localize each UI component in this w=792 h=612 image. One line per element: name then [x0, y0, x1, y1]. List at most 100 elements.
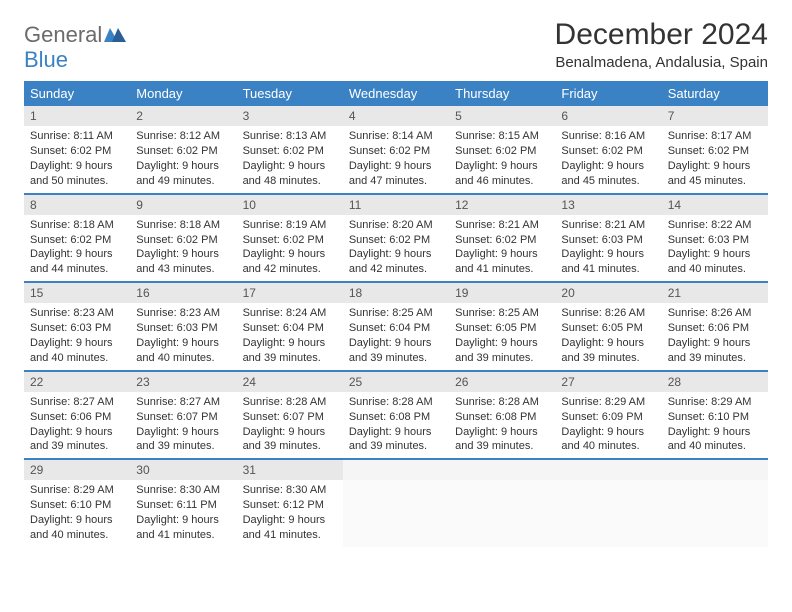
day-body: Sunrise: 8:28 AMSunset: 6:07 PMDaylight:… — [237, 392, 343, 458]
day-body: Sunrise: 8:28 AMSunset: 6:08 PMDaylight:… — [343, 392, 449, 458]
daylight-text-1: Daylight: 9 hours — [455, 247, 549, 262]
daylight-text-2: and 44 minutes. — [30, 262, 124, 277]
day-cell: 26Sunrise: 8:28 AMSunset: 6:08 PMDayligh… — [449, 372, 555, 459]
sunset-text: Sunset: 6:02 PM — [561, 144, 655, 159]
day-number — [449, 460, 555, 480]
title-block: December 2024 Benalmadena, Andalusia, Sp… — [555, 18, 768, 71]
day-number: 8 — [24, 195, 130, 215]
day-number: 5 — [449, 106, 555, 126]
day-body: Sunrise: 8:27 AMSunset: 6:07 PMDaylight:… — [130, 392, 236, 458]
day-body: Sunrise: 8:20 AMSunset: 6:02 PMDaylight:… — [343, 215, 449, 281]
daylight-text-2: and 45 minutes. — [668, 174, 762, 189]
sunset-text: Sunset: 6:08 PM — [349, 410, 443, 425]
day-cell: 9Sunrise: 8:18 AMSunset: 6:02 PMDaylight… — [130, 195, 236, 282]
daylight-text-1: Daylight: 9 hours — [349, 247, 443, 262]
day-cell: 17Sunrise: 8:24 AMSunset: 6:04 PMDayligh… — [237, 283, 343, 370]
day-body: Sunrise: 8:18 AMSunset: 6:02 PMDaylight:… — [130, 215, 236, 281]
day-header-wednesday: Wednesday — [343, 81, 449, 106]
daylight-text-2: and 41 minutes. — [455, 262, 549, 277]
day-body: Sunrise: 8:25 AMSunset: 6:05 PMDaylight:… — [449, 303, 555, 369]
daylight-text-1: Daylight: 9 hours — [349, 425, 443, 440]
day-body: Sunrise: 8:21 AMSunset: 6:02 PMDaylight:… — [449, 215, 555, 281]
daylight-text-2: and 39 minutes. — [455, 439, 549, 454]
day-body: Sunrise: 8:30 AMSunset: 6:12 PMDaylight:… — [237, 480, 343, 546]
day-cell: 8Sunrise: 8:18 AMSunset: 6:02 PMDaylight… — [24, 195, 130, 282]
day-cell: 22Sunrise: 8:27 AMSunset: 6:06 PMDayligh… — [24, 372, 130, 459]
day-cell: 11Sunrise: 8:20 AMSunset: 6:02 PMDayligh… — [343, 195, 449, 282]
sunset-text: Sunset: 6:07 PM — [136, 410, 230, 425]
daylight-text-2: and 39 minutes. — [30, 439, 124, 454]
sunrise-text: Sunrise: 8:27 AM — [136, 395, 230, 410]
daylight-text-1: Daylight: 9 hours — [136, 425, 230, 440]
day-number: 10 — [237, 195, 343, 215]
daylight-text-1: Daylight: 9 hours — [349, 159, 443, 174]
day-number: 22 — [24, 372, 130, 392]
day-cell: 7Sunrise: 8:17 AMSunset: 6:02 PMDaylight… — [662, 106, 768, 193]
day-header-sunday: Sunday — [24, 81, 130, 106]
month-title: December 2024 — [555, 18, 768, 52]
sunrise-text: Sunrise: 8:23 AM — [136, 306, 230, 321]
day-body: Sunrise: 8:18 AMSunset: 6:02 PMDaylight:… — [24, 215, 130, 281]
logo: General Blue — [24, 18, 126, 73]
daylight-text-1: Daylight: 9 hours — [30, 513, 124, 528]
daylight-text-2: and 39 minutes. — [455, 351, 549, 366]
day-body: Sunrise: 8:14 AMSunset: 6:02 PMDaylight:… — [343, 126, 449, 192]
day-number: 25 — [343, 372, 449, 392]
day-number — [662, 460, 768, 480]
sunrise-text: Sunrise: 8:29 AM — [668, 395, 762, 410]
daylight-text-1: Daylight: 9 hours — [243, 159, 337, 174]
day-cell: 20Sunrise: 8:26 AMSunset: 6:05 PMDayligh… — [555, 283, 661, 370]
header: General Blue December 2024 Benalmadena, … — [24, 18, 768, 73]
daylight-text-2: and 39 minutes. — [243, 439, 337, 454]
day-cell: 3Sunrise: 8:13 AMSunset: 6:02 PMDaylight… — [237, 106, 343, 193]
sunset-text: Sunset: 6:02 PM — [455, 144, 549, 159]
sunrise-text: Sunrise: 8:11 AM — [30, 129, 124, 144]
day-number: 15 — [24, 283, 130, 303]
day-cell: 23Sunrise: 8:27 AMSunset: 6:07 PMDayligh… — [130, 372, 236, 459]
calendar: SundayMondayTuesdayWednesdayThursdayFrid… — [24, 81, 768, 547]
day-number: 17 — [237, 283, 343, 303]
sunrise-text: Sunrise: 8:26 AM — [561, 306, 655, 321]
daylight-text-1: Daylight: 9 hours — [243, 247, 337, 262]
day-header-saturday: Saturday — [662, 81, 768, 106]
daylight-text-2: and 50 minutes. — [30, 174, 124, 189]
day-number: 20 — [555, 283, 661, 303]
day-number: 6 — [555, 106, 661, 126]
day-number: 21 — [662, 283, 768, 303]
sunrise-text: Sunrise: 8:28 AM — [455, 395, 549, 410]
daylight-text-2: and 39 minutes. — [349, 439, 443, 454]
daylight-text-2: and 39 minutes. — [561, 351, 655, 366]
day-number: 27 — [555, 372, 661, 392]
day-cell: 28Sunrise: 8:29 AMSunset: 6:10 PMDayligh… — [662, 372, 768, 459]
daylight-text-1: Daylight: 9 hours — [349, 336, 443, 351]
day-cell: 2Sunrise: 8:12 AMSunset: 6:02 PMDaylight… — [130, 106, 236, 193]
sunrise-text: Sunrise: 8:21 AM — [561, 218, 655, 233]
day-cell: 14Sunrise: 8:22 AMSunset: 6:03 PMDayligh… — [662, 195, 768, 282]
day-number: 12 — [449, 195, 555, 215]
daylight-text-1: Daylight: 9 hours — [668, 159, 762, 174]
sunset-text: Sunset: 6:03 PM — [30, 321, 124, 336]
day-header-thursday: Thursday — [449, 81, 555, 106]
day-cell: 21Sunrise: 8:26 AMSunset: 6:06 PMDayligh… — [662, 283, 768, 370]
location-text: Benalmadena, Andalusia, Spain — [555, 54, 768, 71]
day-cell — [555, 460, 661, 547]
day-cell — [343, 460, 449, 547]
logo-triangle-icon — [104, 29, 126, 46]
sunset-text: Sunset: 6:02 PM — [30, 144, 124, 159]
sunset-text: Sunset: 6:02 PM — [668, 144, 762, 159]
sunset-text: Sunset: 6:03 PM — [561, 233, 655, 248]
sunrise-text: Sunrise: 8:17 AM — [668, 129, 762, 144]
sunrise-text: Sunrise: 8:18 AM — [30, 218, 124, 233]
day-number: 16 — [130, 283, 236, 303]
day-cell: 30Sunrise: 8:30 AMSunset: 6:11 PMDayligh… — [130, 460, 236, 547]
sunrise-text: Sunrise: 8:21 AM — [455, 218, 549, 233]
day-number: 30 — [130, 460, 236, 480]
day-number — [555, 460, 661, 480]
day-cell: 18Sunrise: 8:25 AMSunset: 6:04 PMDayligh… — [343, 283, 449, 370]
day-cell: 31Sunrise: 8:30 AMSunset: 6:12 PMDayligh… — [237, 460, 343, 547]
day-number: 29 — [24, 460, 130, 480]
daylight-text-2: and 39 minutes. — [668, 351, 762, 366]
daylight-text-2: and 40 minutes. — [561, 439, 655, 454]
sunrise-text: Sunrise: 8:26 AM — [668, 306, 762, 321]
day-cell — [662, 460, 768, 547]
